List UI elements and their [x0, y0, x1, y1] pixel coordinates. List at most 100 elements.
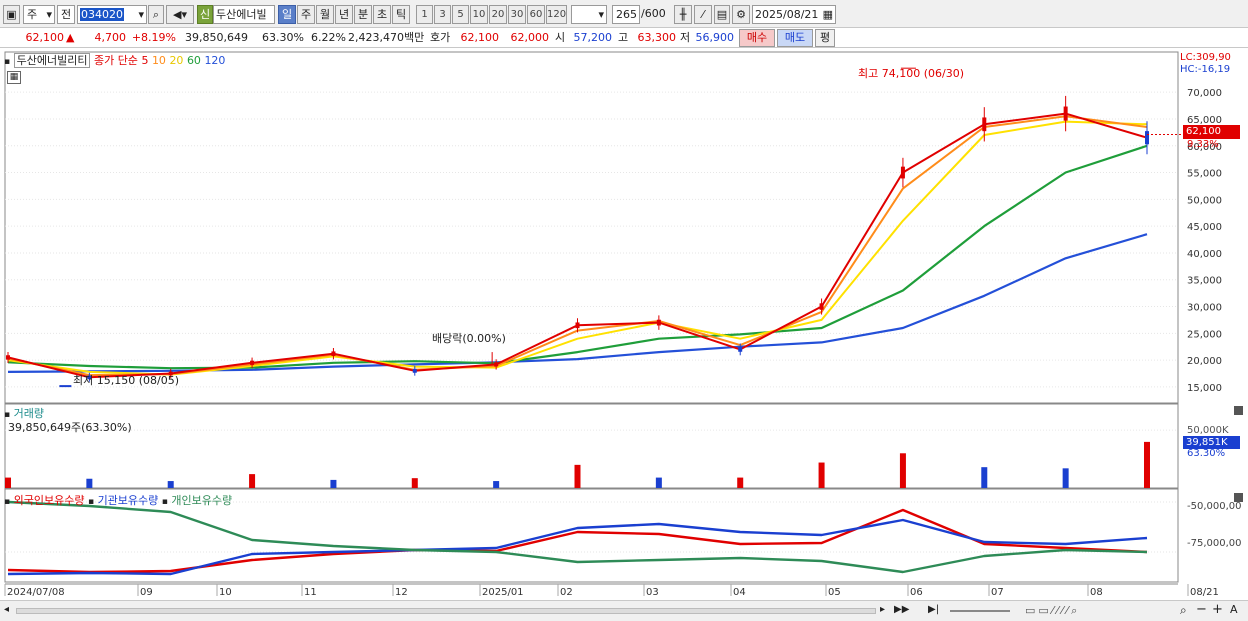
- ma-label-120: 120: [204, 54, 226, 67]
- chevron-down-icon: ▾: [46, 8, 52, 21]
- grid-toggle-icon[interactable]: ▦: [7, 71, 21, 84]
- price-tick-label: 70,000: [1187, 88, 1222, 99]
- credit-badge: 신: [197, 5, 213, 24]
- period-tab-0[interactable]: 일: [278, 5, 296, 24]
- panel-icon[interactable]: ▪: [4, 410, 11, 420]
- market-select[interactable]: 주 ▾: [23, 5, 55, 24]
- interval-tab-3[interactable]: 10: [470, 5, 488, 24]
- sell-button[interactable]: 매도: [777, 29, 813, 47]
- stock-name-field[interactable]: 두산에너빌: [213, 5, 275, 24]
- interval-tab-0[interactable]: 1: [416, 5, 433, 24]
- open-price: 57,200: [573, 31, 613, 44]
- high-note: 최고 74,100 (06/30): [858, 67, 965, 80]
- holdings-legend: ▪ 외국인보유수량 ▪ 기관보유수량 ▪ 개인보유수량: [4, 492, 232, 508]
- stock-code-value: 034020: [80, 8, 124, 21]
- zoom-out-icon[interactable]: ⌕: [1180, 603, 1187, 617]
- save-icon[interactable]: ▤: [714, 5, 730, 24]
- price-tick-label: 20,000: [1187, 356, 1222, 367]
- speaker-icon[interactable]: ◀▾: [166, 5, 194, 24]
- volume-pct-tag: 63.30%: [1187, 448, 1226, 459]
- scroll-left-icon[interactable]: ◂: [4, 604, 10, 615]
- price-panel-frame: [4, 51, 1179, 404]
- date-input[interactable]: 2025/08/21 ▦: [752, 5, 836, 24]
- interval-tab-2[interactable]: 5: [452, 5, 469, 24]
- zoom-slider[interactable]: [950, 610, 1010, 612]
- x-tick-label: 12: [395, 587, 408, 598]
- window-menu-icon[interactable]: ▣: [3, 5, 20, 24]
- high-price: 63,300: [637, 31, 677, 44]
- candle-body: [331, 351, 336, 356]
- line-chart-icon[interactable]: ⁄: [694, 5, 712, 24]
- panel-close-icon[interactable]: [1234, 493, 1243, 502]
- volume-title: 거래량: [13, 407, 44, 420]
- interval-tab-7[interactable]: 120: [546, 5, 567, 24]
- scroll-right-icon[interactable]: ▸: [880, 604, 886, 615]
- current-price: 62,100: [25, 31, 65, 44]
- volume-bar: [981, 467, 988, 488]
- font-size-icon[interactable]: A: [1230, 603, 1238, 616]
- panel-close-icon[interactable]: [1234, 406, 1243, 415]
- prev-button[interactable]: 전: [57, 5, 75, 24]
- drawing-tools-icons[interactable]: ▭▭⁄⁄⁄⁄⌕: [1025, 604, 1081, 617]
- dividend-note: 배당락(0.00%): [432, 332, 506, 345]
- volume-bar: [1062, 468, 1069, 488]
- volume-bar: [411, 478, 418, 488]
- interval-tab-4[interactable]: 20: [489, 5, 507, 24]
- chevron-down-icon: ▾: [138, 8, 144, 21]
- interval-tab-1[interactable]: 3: [434, 5, 451, 24]
- period-tab-6[interactable]: 틱: [392, 5, 410, 24]
- current-pct-tag: 9.33%: [1187, 139, 1219, 150]
- count-input[interactable]: 265: [612, 5, 640, 24]
- end-icon[interactable]: ▶|: [928, 604, 940, 615]
- period-tab-3[interactable]: 년: [335, 5, 353, 24]
- interval-tab-5[interactable]: 30: [508, 5, 526, 24]
- turnover-percent: 63.30%: [262, 31, 304, 44]
- search-icon[interactable]: ⌕: [148, 5, 164, 24]
- price-legend: ▪ 두산에너빌리티 종가 단순 5 10 20 60 120: [4, 52, 225, 68]
- volume-bar: [1144, 441, 1150, 488]
- ma-label-60: 60: [186, 54, 201, 67]
- period-tab-4[interactable]: 분: [354, 5, 372, 24]
- x-tick-label: 08/21: [1190, 587, 1219, 598]
- price-tick-label: 50,000: [1187, 195, 1222, 206]
- x-tick-label: 05: [828, 587, 841, 598]
- candle-body: [1063, 106, 1068, 121]
- volume-bar: [818, 462, 825, 488]
- stock-code-input[interactable]: 034020 ▾: [77, 5, 147, 24]
- plus-icon[interactable]: +: [1212, 602, 1223, 617]
- low-label: 저: [680, 31, 691, 44]
- interval-tab-6[interactable]: 60: [527, 5, 545, 24]
- horizontal-scrollbar[interactable]: [16, 608, 876, 614]
- candle-body: [819, 303, 824, 310]
- price-tick-label: 35,000: [1187, 276, 1222, 287]
- price-tick-label: 45,000: [1187, 222, 1222, 233]
- panel-icon[interactable]: ▪: [4, 497, 11, 507]
- page-right-icon[interactable]: ▶▶: [894, 604, 910, 615]
- period-tab-5[interactable]: 초: [373, 5, 391, 24]
- chart-svg[interactable]: 15,000 20,000 25,000 30,000 35,000 40,000 45,0…: [0, 50, 1248, 602]
- trade-amount: 2,423,470백만: [348, 31, 425, 44]
- interval-input[interactable]: ▾: [571, 5, 607, 24]
- ma-label-10: 10: [151, 54, 166, 67]
- candle-body: [982, 117, 987, 132]
- buy-button[interactable]: 매수: [739, 29, 775, 47]
- candle-icon[interactable]: ╫: [674, 5, 692, 24]
- ask-price: 62,100: [460, 31, 500, 44]
- volume-bar: [86, 478, 93, 488]
- low-note: 최저 15,150 (08/05): [73, 374, 180, 387]
- x-tick-label: 06: [910, 587, 923, 598]
- period-tab-2[interactable]: 월: [316, 5, 334, 24]
- hc-label: HC:-16,19: [1180, 64, 1231, 75]
- panel-icon[interactable]: ▪: [4, 57, 11, 67]
- ma-line-10: [7, 115, 1148, 377]
- x-tick-label: 08: [1090, 587, 1103, 598]
- gear-icon[interactable]: ⚙: [732, 5, 750, 24]
- period-tab-1[interactable]: 주: [297, 5, 315, 24]
- institution-series-label: 기관보유수량: [97, 494, 159, 507]
- minus-icon[interactable]: −: [1196, 602, 1207, 617]
- price-tick-label: 60,000: [1187, 142, 1222, 153]
- candle-body: [575, 322, 580, 329]
- ma-label-20: 20: [169, 54, 184, 67]
- eval-button[interactable]: 평: [815, 29, 835, 47]
- candle-body: [494, 362, 499, 367]
